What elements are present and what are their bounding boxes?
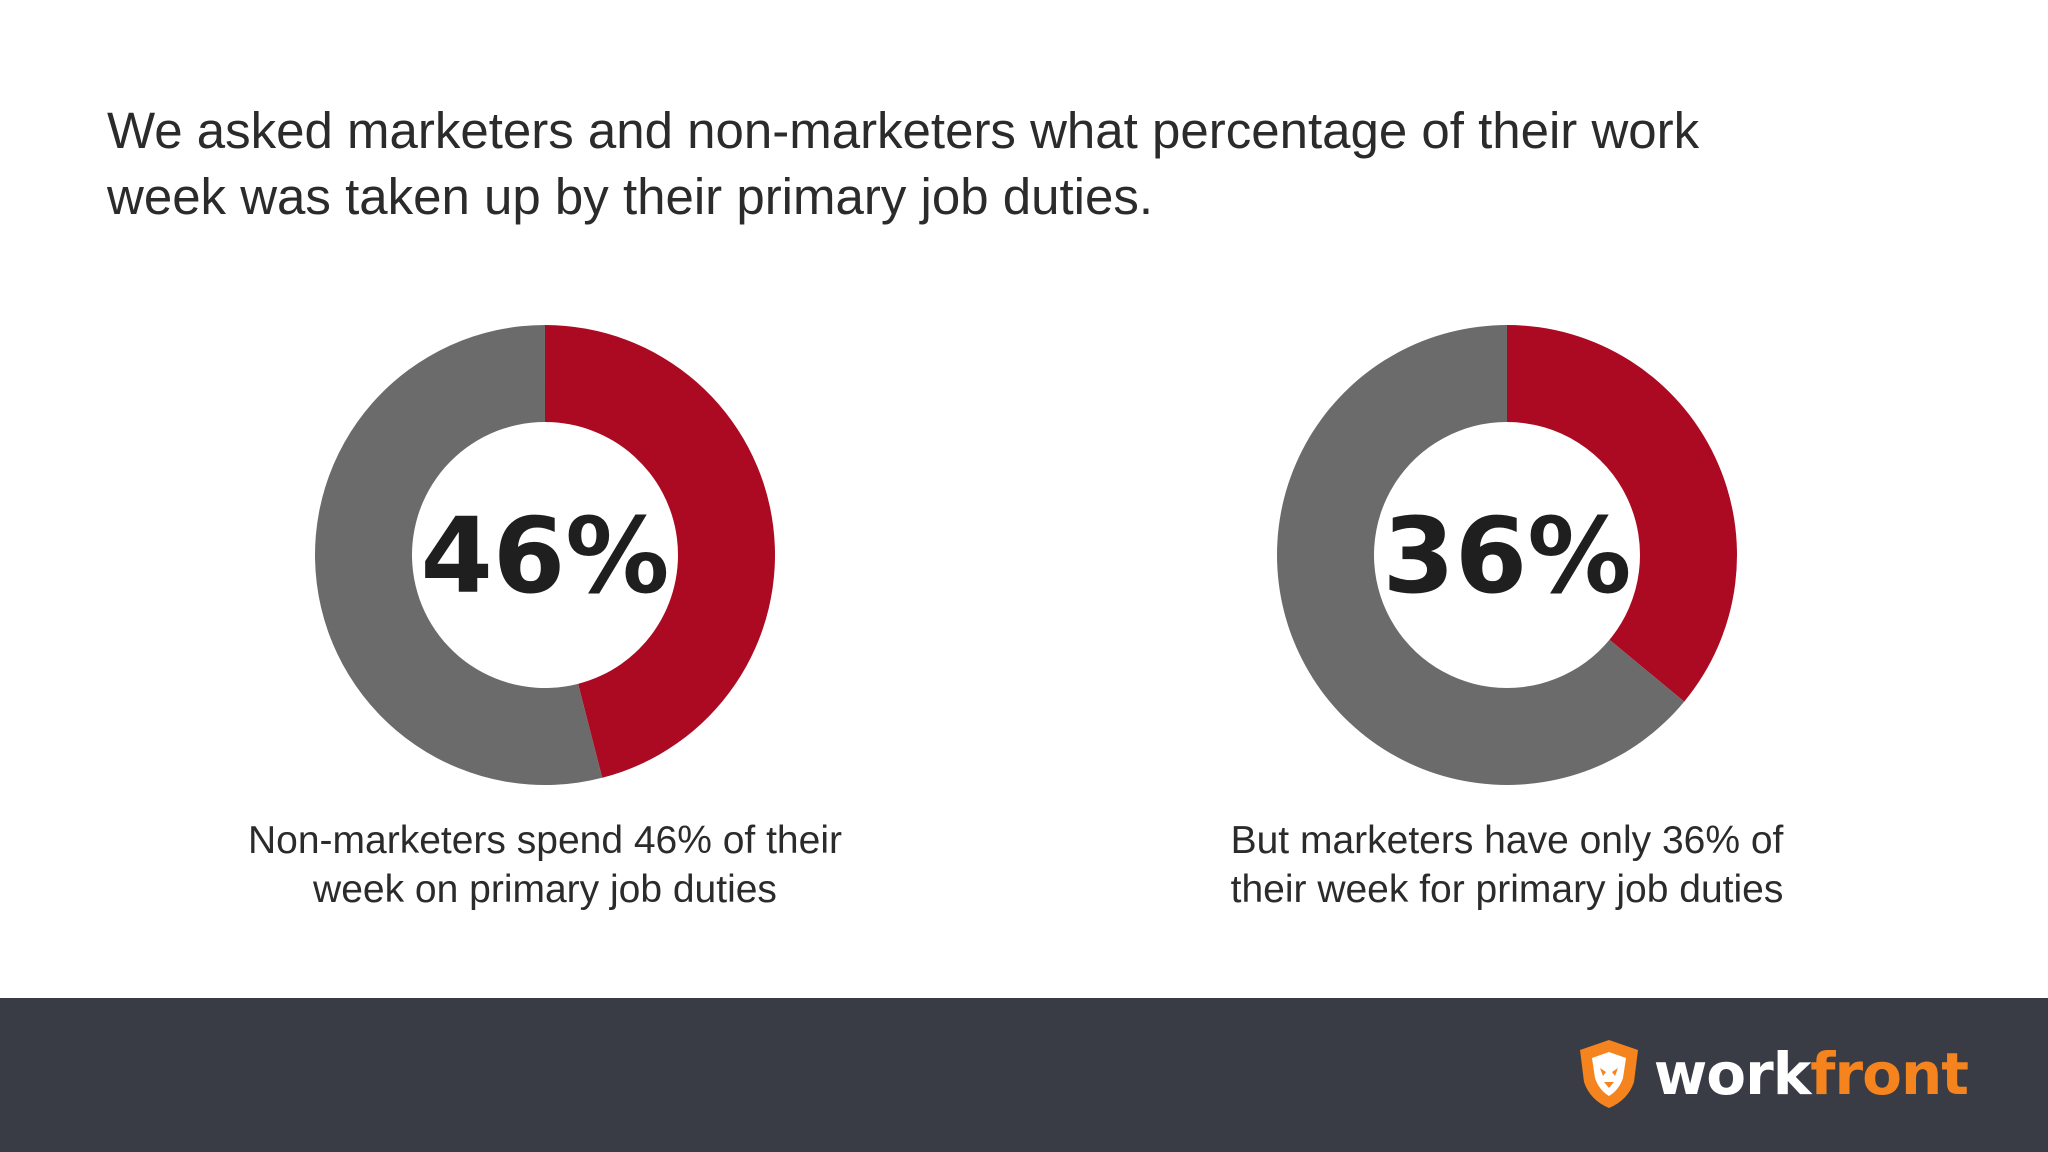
logo-wordmark: workfront <box>1653 1040 1969 1108</box>
caption-line-1: But marketers have only 36% of <box>1230 819 1784 862</box>
donut-slice-highlight <box>1507 325 1737 702</box>
donut-center-label: 46% <box>421 495 670 617</box>
footer-bar: workfront <box>0 998 2048 1152</box>
caption-line-1: Non-marketers spend 46% of their <box>248 819 842 862</box>
logo-word-front: front <box>1810 1040 1969 1108</box>
headline-line-2: week was taken up by their primary job d… <box>107 168 1153 225</box>
workfront-logo[interactable]: workfront <box>1576 1038 1969 1110</box>
headline: We asked marketers and non-marketers wha… <box>107 98 1867 230</box>
donut-svg-marketers: 36% <box>1277 325 1737 785</box>
donut-slice-highlight <box>545 325 775 778</box>
donut-slice-remainder <box>1277 325 1685 785</box>
donut-chart-non-marketers: 46% Non-marketers spend 46% of their wee… <box>195 320 895 914</box>
donut-svg-non-marketers: 46% <box>315 325 775 785</box>
headline-line-1: We asked marketers and non-marketers wha… <box>107 102 1700 159</box>
caption-line-2: week on primary job duties <box>313 868 777 911</box>
donut-chart-marketers: 36% But marketers have only 36% of their… <box>1157 320 1857 914</box>
lion-shield-icon <box>1579 1040 1638 1108</box>
donut-slice-remainder <box>315 325 603 785</box>
logo-word-work: work <box>1653 1040 1812 1108</box>
caption-line-2: their week for primary job duties <box>1230 868 1784 911</box>
donut-caption: But marketers have only 36% of their wee… <box>1157 816 1857 914</box>
donut-center-label: 36% <box>1383 495 1632 617</box>
donut-caption: Non-marketers spend 46% of their week on… <box>195 816 895 914</box>
